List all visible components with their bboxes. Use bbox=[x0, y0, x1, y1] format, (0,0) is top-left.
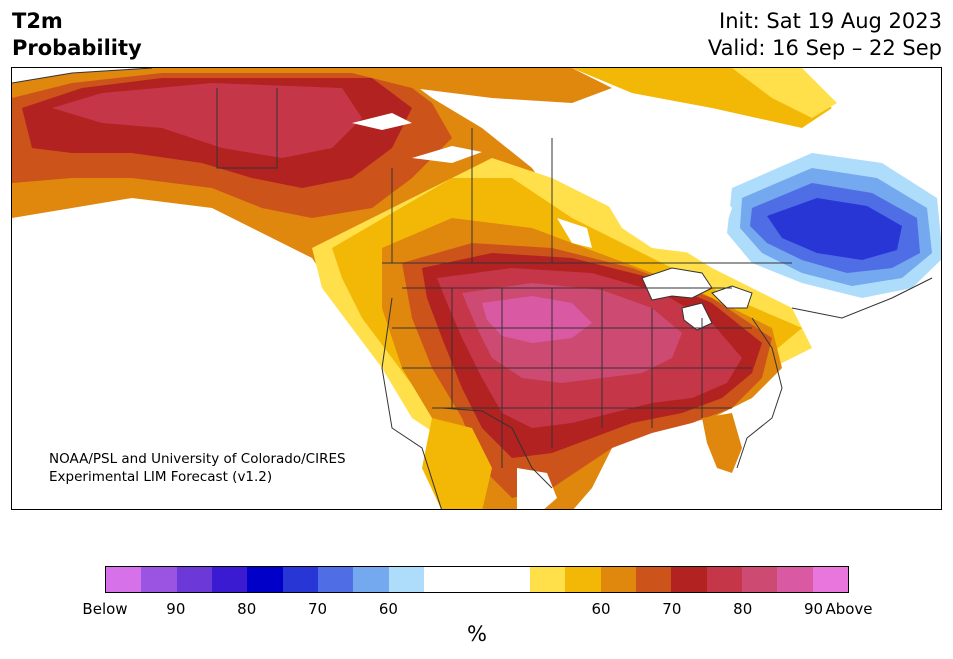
mexico-white-hole bbox=[517, 468, 557, 509]
colorbar-tick-label: 60 bbox=[591, 600, 611, 618]
probability-map bbox=[12, 68, 941, 509]
colorbar-tick-label: Above bbox=[825, 600, 873, 618]
credit-line-2: Experimental LIM Forecast (v1.2) bbox=[49, 469, 273, 485]
map-panel bbox=[11, 67, 942, 510]
colorbar-swatch bbox=[777, 567, 813, 592]
colorbar-tick-label: 80 bbox=[733, 600, 753, 618]
florida-orange bbox=[702, 413, 742, 473]
colorbar-swatch bbox=[741, 567, 778, 592]
colorbar-swatch bbox=[317, 567, 354, 592]
northeast-deepblue-core bbox=[767, 198, 902, 260]
colorbar-tick-label: 70 bbox=[308, 600, 328, 618]
colorbar-tick-label: 70 bbox=[662, 600, 682, 618]
date-block: Init: Sat 19 Aug 2023 Valid: 16 Sep – 22… bbox=[708, 8, 942, 62]
central-pink-core bbox=[482, 296, 592, 343]
colorbar-swatch bbox=[282, 567, 318, 592]
colorbar bbox=[105, 566, 849, 593]
colorbar-swatch bbox=[635, 567, 672, 592]
colorbar-unit: % bbox=[467, 622, 487, 646]
colorbar-tick-label: 90 bbox=[166, 600, 186, 618]
colorbar-swatch bbox=[565, 567, 601, 592]
variable-title: T2m bbox=[12, 9, 63, 33]
arctic-lake-2 bbox=[412, 146, 482, 163]
colorbar-swatch bbox=[247, 567, 283, 592]
credit-line-1: NOAA/PSL and University of Colorado/CIRE… bbox=[49, 451, 346, 467]
political-borders bbox=[12, 68, 933, 509]
arctic-lake-3 bbox=[557, 218, 592, 248]
colorbar-swatch bbox=[423, 567, 530, 592]
credit-text: NOAA/PSL and University of Colorado/CIRE… bbox=[49, 450, 346, 486]
colorbar-swatch bbox=[176, 567, 212, 592]
colorbar-swatch bbox=[353, 567, 389, 592]
colorbar-tick-label: 80 bbox=[237, 600, 257, 618]
arctic-light-yellow bbox=[732, 68, 837, 118]
colorbar-swatch bbox=[388, 567, 424, 592]
colorbar-swatch bbox=[529, 567, 566, 592]
product-title: Probability bbox=[12, 36, 142, 60]
colorbar-tick-label: 60 bbox=[378, 600, 398, 618]
colorbar-swatch bbox=[141, 567, 177, 592]
arctic-lake-1 bbox=[352, 113, 412, 130]
valid-range: Valid: 16 Sep – 22 Sep bbox=[707, 36, 942, 60]
alaska-crimson-core bbox=[52, 83, 362, 158]
colorbar-swatch bbox=[812, 567, 848, 592]
great-lakes bbox=[641, 267, 753, 331]
colorbar-swatch bbox=[211, 567, 248, 592]
colorbar-swatch bbox=[671, 567, 707, 592]
arctic-orange-strip bbox=[332, 68, 612, 103]
colorbar-tick-label: Below bbox=[82, 600, 128, 618]
colorbar-swatch bbox=[600, 567, 636, 592]
hudson-bay-water bbox=[607, 168, 732, 253]
colorbar-swatch bbox=[706, 567, 742, 592]
title-block: T2m Probability bbox=[12, 8, 142, 62]
init-date: Init: Sat 19 Aug 2023 bbox=[719, 9, 942, 33]
colorbar-swatch bbox=[106, 567, 142, 592]
colorbar-tick-label: 90 bbox=[804, 600, 824, 618]
mexico-yellow bbox=[422, 418, 492, 509]
